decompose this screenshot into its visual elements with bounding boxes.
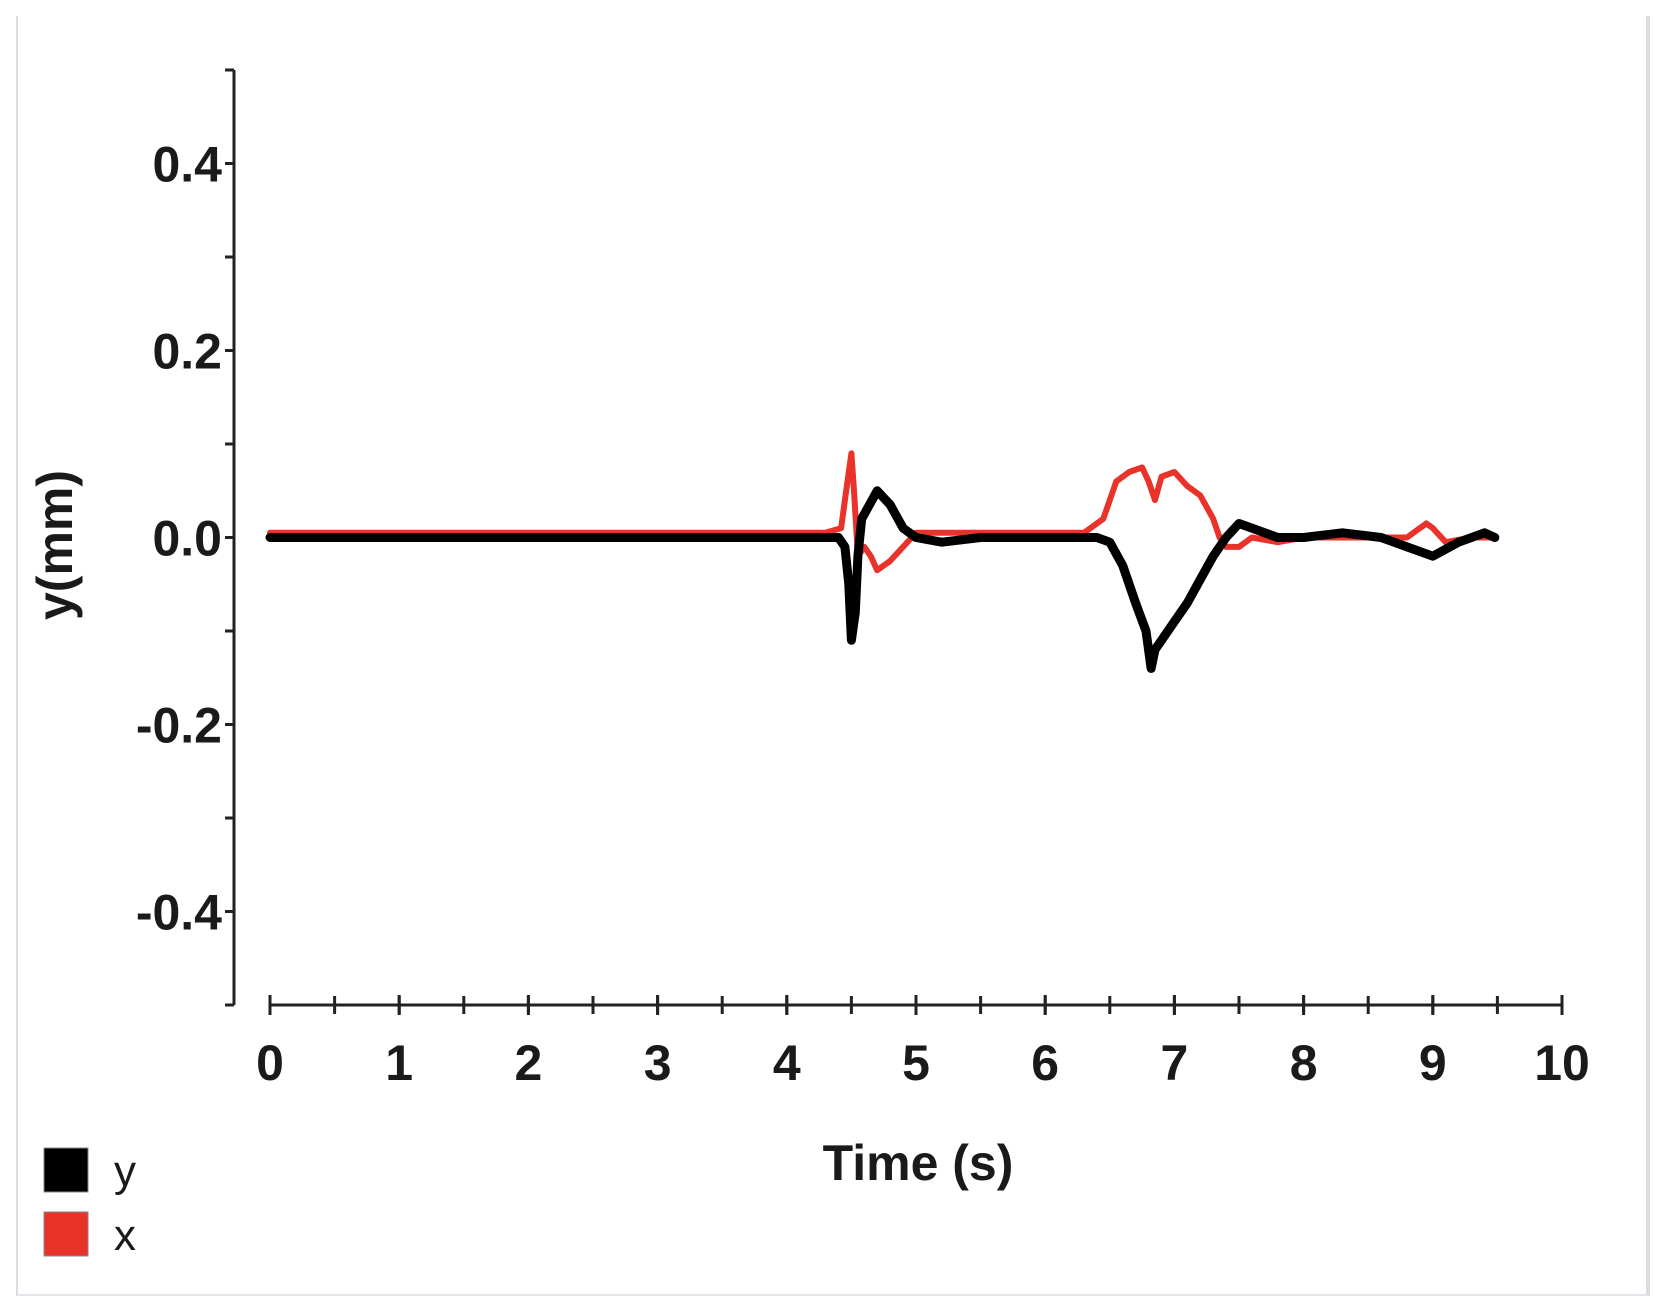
legend-label-y: y (114, 1147, 136, 1196)
x-tick-label: 6 (1031, 1035, 1059, 1091)
x-tick-label: 1 (385, 1035, 413, 1091)
x-tick-label: 4 (773, 1035, 801, 1091)
legend: yx (43, 1147, 136, 1260)
y-axis-title: y(mm) (27, 470, 83, 620)
y-tick-label: -0.2 (136, 698, 222, 754)
x-axis: 0 1 2 3 4 5 6 7 8 9 10 (256, 995, 1590, 1091)
legend-swatch-x (43, 1211, 89, 1257)
legend-swatch-y (43, 1147, 89, 1193)
x-tick-label: 8 (1290, 1035, 1318, 1091)
plot-area (265, 450, 1500, 673)
series-line-x (267, 450, 1498, 574)
x-tick-label: 7 (1160, 1035, 1188, 1091)
y-tick-label: 0.0 (152, 511, 222, 567)
y-tick-label: -0.4 (136, 885, 222, 941)
x-tick-label: 2 (514, 1035, 542, 1091)
x-tick-label: 10 (1534, 1035, 1590, 1091)
x-tick-label: 0 (256, 1035, 284, 1091)
chart-frame (16, 16, 1650, 1296)
y-tick-label: 0.4 (152, 137, 222, 193)
y-axis: 0.4 0.2 0.0 -0.2 -0.4 (136, 68, 236, 1007)
x-tick-label: 9 (1419, 1035, 1447, 1091)
series-line-y (265, 486, 1500, 673)
legend-label-x: x (114, 1211, 136, 1260)
x-tick-label: 3 (644, 1035, 672, 1091)
y-tick-label: 0.2 (152, 324, 222, 380)
x-tick-label: 5 (902, 1035, 930, 1091)
x-axis-title: Time (s) (823, 1135, 1014, 1191)
